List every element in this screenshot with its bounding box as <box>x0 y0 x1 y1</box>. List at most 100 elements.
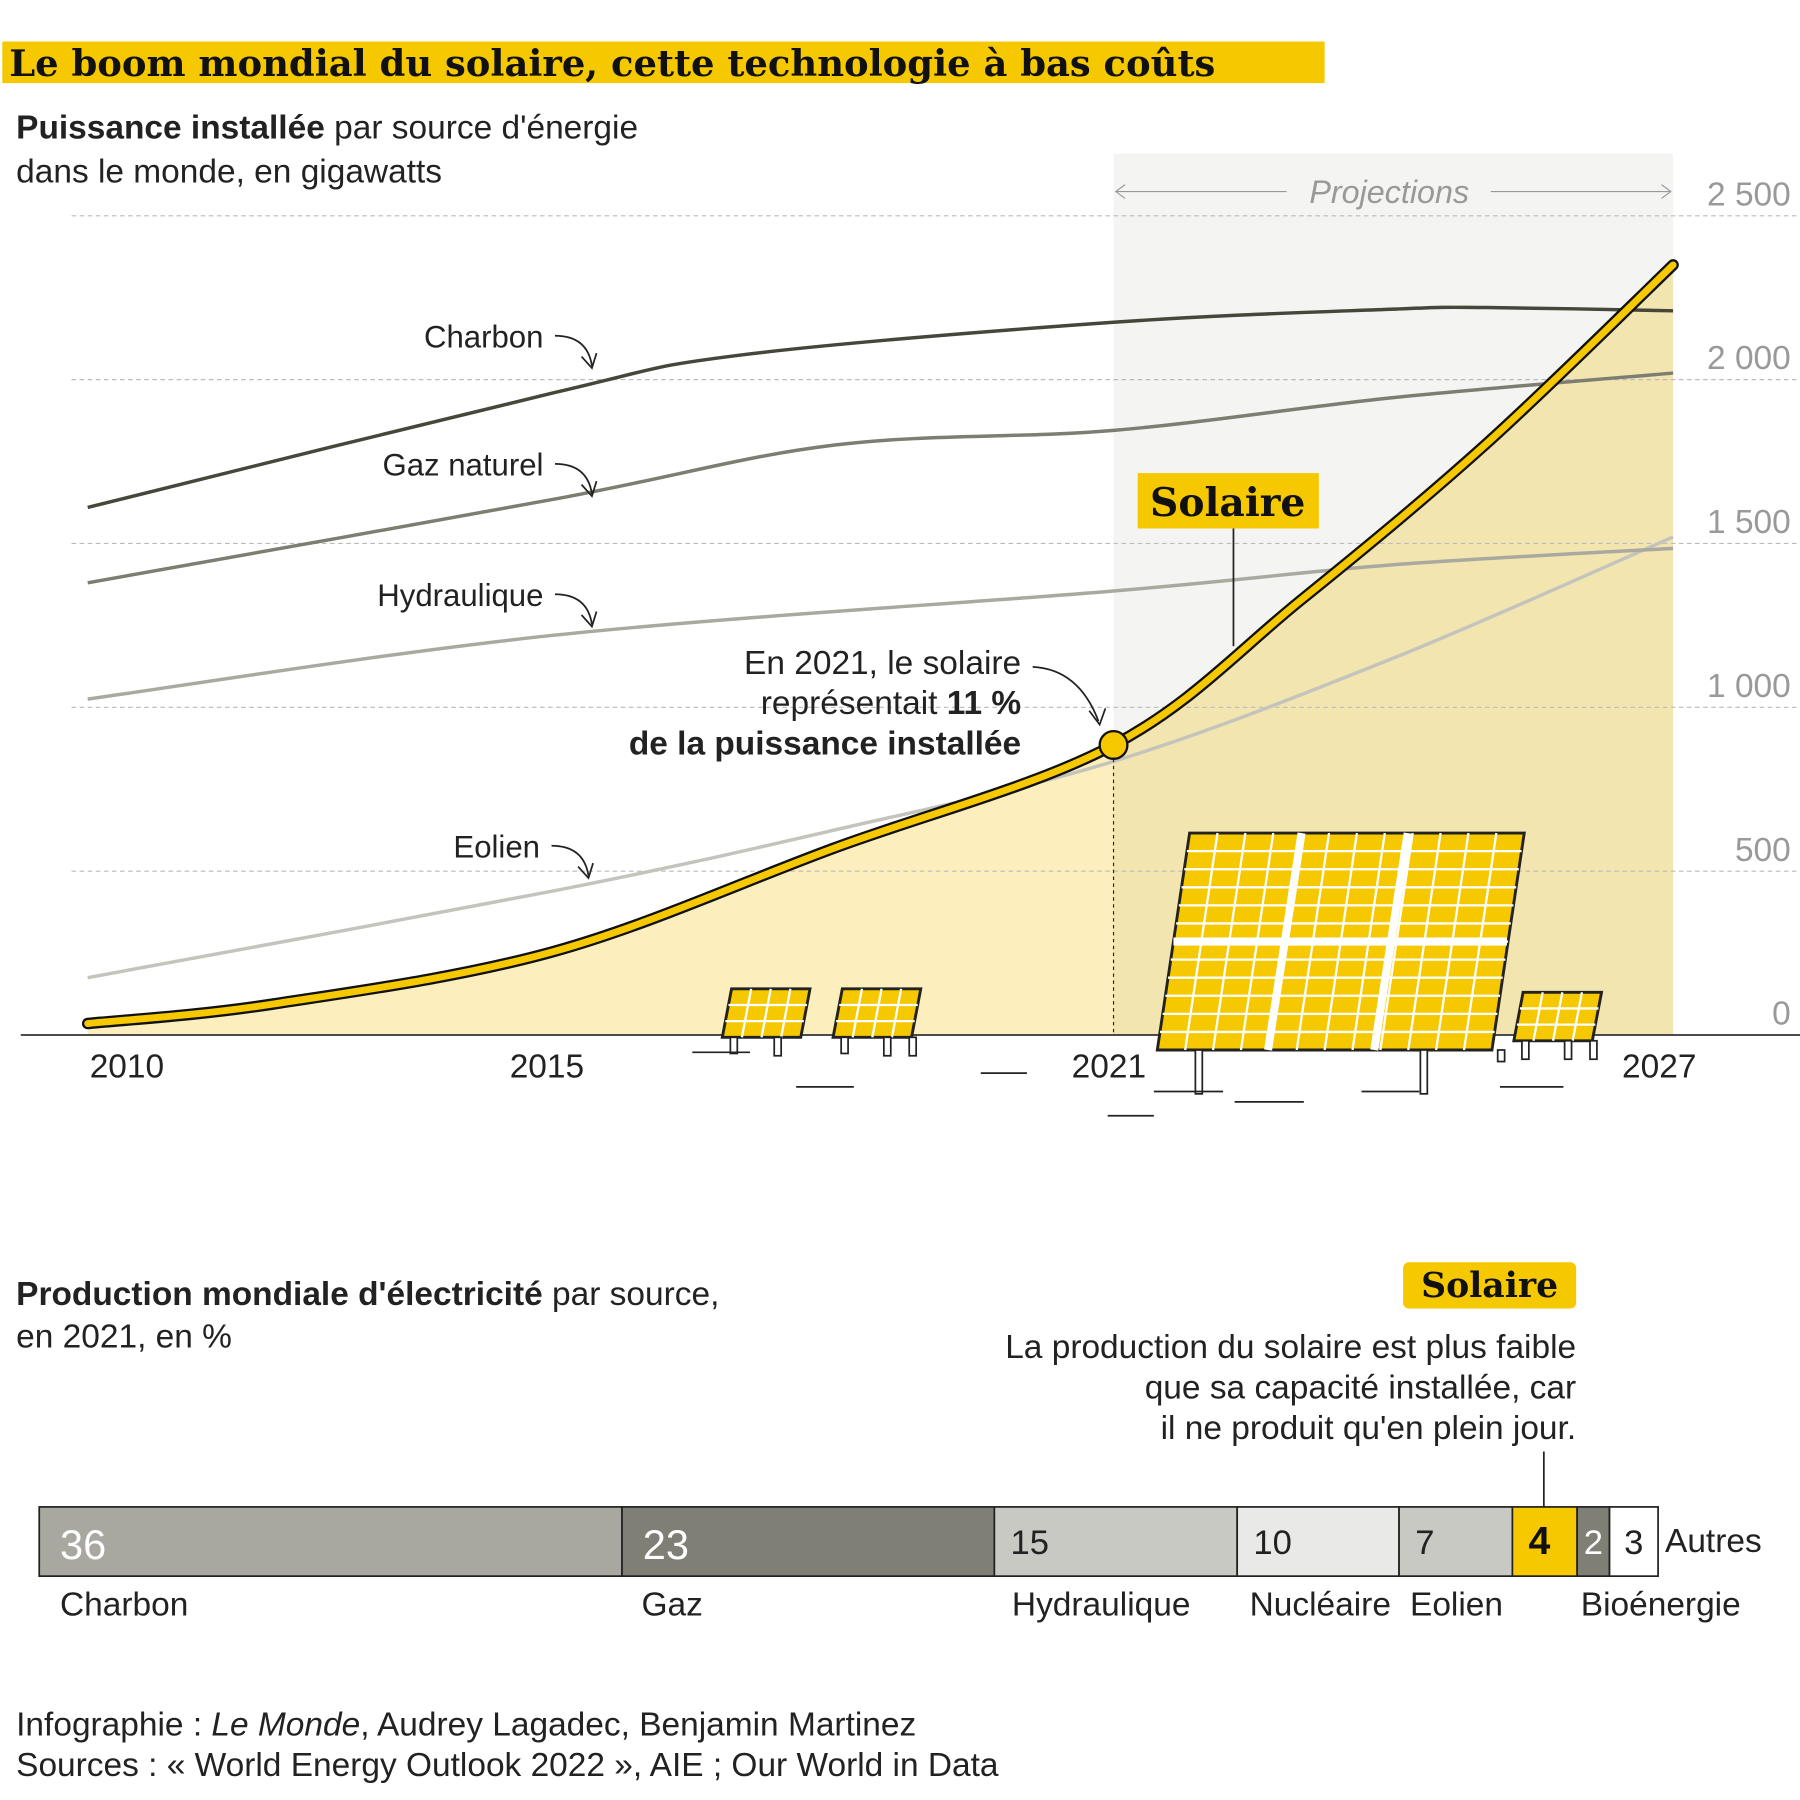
y-tick-label: 500 <box>1735 832 1791 869</box>
panel-leg <box>1419 1049 1429 1095</box>
annotation-text: représentait <box>761 685 947 722</box>
series-line-solaire <box>84 261 1677 1027</box>
panel-leg <box>1194 1049 1204 1095</box>
panel-grid <box>760 988 772 1038</box>
bar-value: 4 <box>1529 1519 1551 1563</box>
line-chart: 0 500 1 000 1 500 2 000 2 500 2010 2015 2021 2027… <box>20 153 1800 1086</box>
bar-value: 36 <box>60 1521 106 1568</box>
bar-segment-nucléaire <box>1236 1506 1400 1578</box>
arrow-right-icon <box>1661 184 1672 199</box>
bar-note-line2: que sa capacité installée, car <box>1145 1369 1576 1406</box>
title-highlight <box>2 41 1325 84</box>
arrow-left-icon <box>1114 184 1126 199</box>
bar-segment-solaire <box>1511 1506 1578 1578</box>
credits-prefix: Infographie : <box>16 1706 211 1743</box>
bar-note-line3: il ne produit qu'en plein jour. <box>1161 1410 1577 1447</box>
panel-grid <box>851 988 864 1038</box>
curved-arrow-icon <box>554 462 598 498</box>
bar-category-label: Eolien <box>1410 1586 1503 1623</box>
credits-publication: Le Monde <box>211 1706 360 1743</box>
bar-value: 23 <box>643 1521 689 1568</box>
credits-sources: Sources : « World Energy Outlook 2022 »,… <box>16 1747 999 1784</box>
y-tick-label: 1 500 <box>1707 504 1791 541</box>
subtitle-rest: par source d'énergie <box>325 109 638 146</box>
bar-subtitle-bold: Production mondiale d'électricité <box>16 1276 543 1313</box>
panel-leg <box>908 1036 918 1057</box>
bar-note-line1: La production du solaire est plus faible <box>1005 1329 1576 1366</box>
bar-category-label: Autres <box>1665 1523 1762 1560</box>
bar-value: 3 <box>1624 1524 1643 1562</box>
panel-leg <box>1496 1049 1506 1063</box>
bar-subtitle-line2: en 2021, en % <box>16 1319 232 1356</box>
curved-arrow-icon <box>554 334 598 370</box>
panel-leg <box>882 1036 892 1057</box>
bar-value: 15 <box>1011 1524 1050 1562</box>
series-line-gaz-naturel <box>87 371 1674 585</box>
panel-grid <box>1571 992 1584 1041</box>
y-tick-label: 2 500 <box>1707 176 1791 213</box>
panel-leg <box>729 1036 739 1055</box>
bar-category-label: Hydraulique <box>1012 1586 1191 1623</box>
solar-panel-icon <box>720 987 812 1057</box>
series-line-charbon <box>87 305 1674 510</box>
series-label: Hydraulique <box>377 578 543 613</box>
bar-subtitle-rest: par source, <box>543 1276 720 1313</box>
solar-label-box <box>1137 473 1319 529</box>
bar-segment-autres <box>1608 1506 1659 1578</box>
bar-segment-charbon <box>38 1506 623 1578</box>
solar-panel-icon <box>831 987 923 1057</box>
panel-leg <box>1521 1039 1530 1061</box>
solar-panel-icon <box>1512 990 1604 1061</box>
panel-grid <box>1551 992 1564 1041</box>
stacked-bar: 36 Charbon 23 Gaz 15 Hydraulique 10 Nucléaire 7 E… <box>38 1506 1762 1623</box>
panel-grid <box>780 988 792 1038</box>
solar-panel-icon <box>1155 831 1526 1095</box>
marker-2021 <box>1098 729 1129 760</box>
panel-grid <box>890 988 903 1038</box>
chart-subtitle: Puissance installée par source d'énergie <box>16 109 638 146</box>
projection-label: Projections <box>1309 174 1469 210</box>
x-tick-label: 2015 <box>510 1049 584 1086</box>
y-tick-label: 1 000 <box>1707 668 1791 705</box>
solar-panels-illustration <box>692 831 1604 1117</box>
chart-subtitle-line2: dans le monde, en gigawatts <box>16 153 442 190</box>
y-tick-label: 2 000 <box>1707 340 1791 377</box>
series-label: Gaz naturel <box>382 447 543 482</box>
subtitle-bold: Puissance installée <box>16 109 325 146</box>
bar-segment-gaz <box>621 1506 996 1578</box>
annotation-line3: de la puissance installée <box>629 726 1021 763</box>
bar-category-label: Nucléaire <box>1250 1586 1391 1623</box>
bar-subtitle: Production mondiale d'électricité par so… <box>16 1276 719 1313</box>
panel-leg <box>840 1036 849 1055</box>
bar-value: 2 <box>1584 1524 1603 1562</box>
credits-line1: Infographie : Le Monde, Audrey Lagadec, … <box>16 1706 916 1743</box>
bar-category-label: Gaz <box>642 1586 703 1623</box>
credits-authors: , Audrey Lagadec, Benjamin Martinez <box>360 1706 916 1743</box>
series-label: Charbon <box>424 319 543 354</box>
bar-category-label: Charbon <box>60 1586 188 1623</box>
series-label: Eolien <box>453 829 540 864</box>
bar-segment-hydraulique <box>993 1506 1239 1578</box>
arrowhead-icon <box>1088 708 1107 727</box>
bar-segment-eolien <box>1398 1506 1514 1578</box>
annotation-arrow-icon <box>1032 666 1100 722</box>
page-title: Le boom mondial du solaire, cette techno… <box>9 41 1215 85</box>
panel-grid <box>1532 992 1544 1041</box>
bar-category-label: Bioénergie <box>1581 1586 1741 1623</box>
curved-arrow-icon <box>551 844 594 880</box>
panel-leg <box>1563 1039 1573 1061</box>
series-line-hydraulique <box>87 546 1674 701</box>
x-tick-label: 2027 <box>1622 1049 1696 1086</box>
panel-grid <box>740 988 753 1038</box>
solar-label: Solaire <box>1150 480 1305 526</box>
panel-grid <box>871 988 883 1038</box>
x-tick-label: 2010 <box>90 1049 164 1086</box>
curved-arrow-icon <box>554 593 598 629</box>
x-tick-label: 2021 <box>1072 1049 1146 1086</box>
bar-solar-label-box <box>1403 1262 1577 1309</box>
bar-solar-label: Solaire <box>1421 1266 1558 1306</box>
panel-leg <box>773 1036 783 1057</box>
annotation-line2: représentait 11 % <box>761 685 1021 722</box>
annotation-value: 11 % <box>947 685 1021 722</box>
